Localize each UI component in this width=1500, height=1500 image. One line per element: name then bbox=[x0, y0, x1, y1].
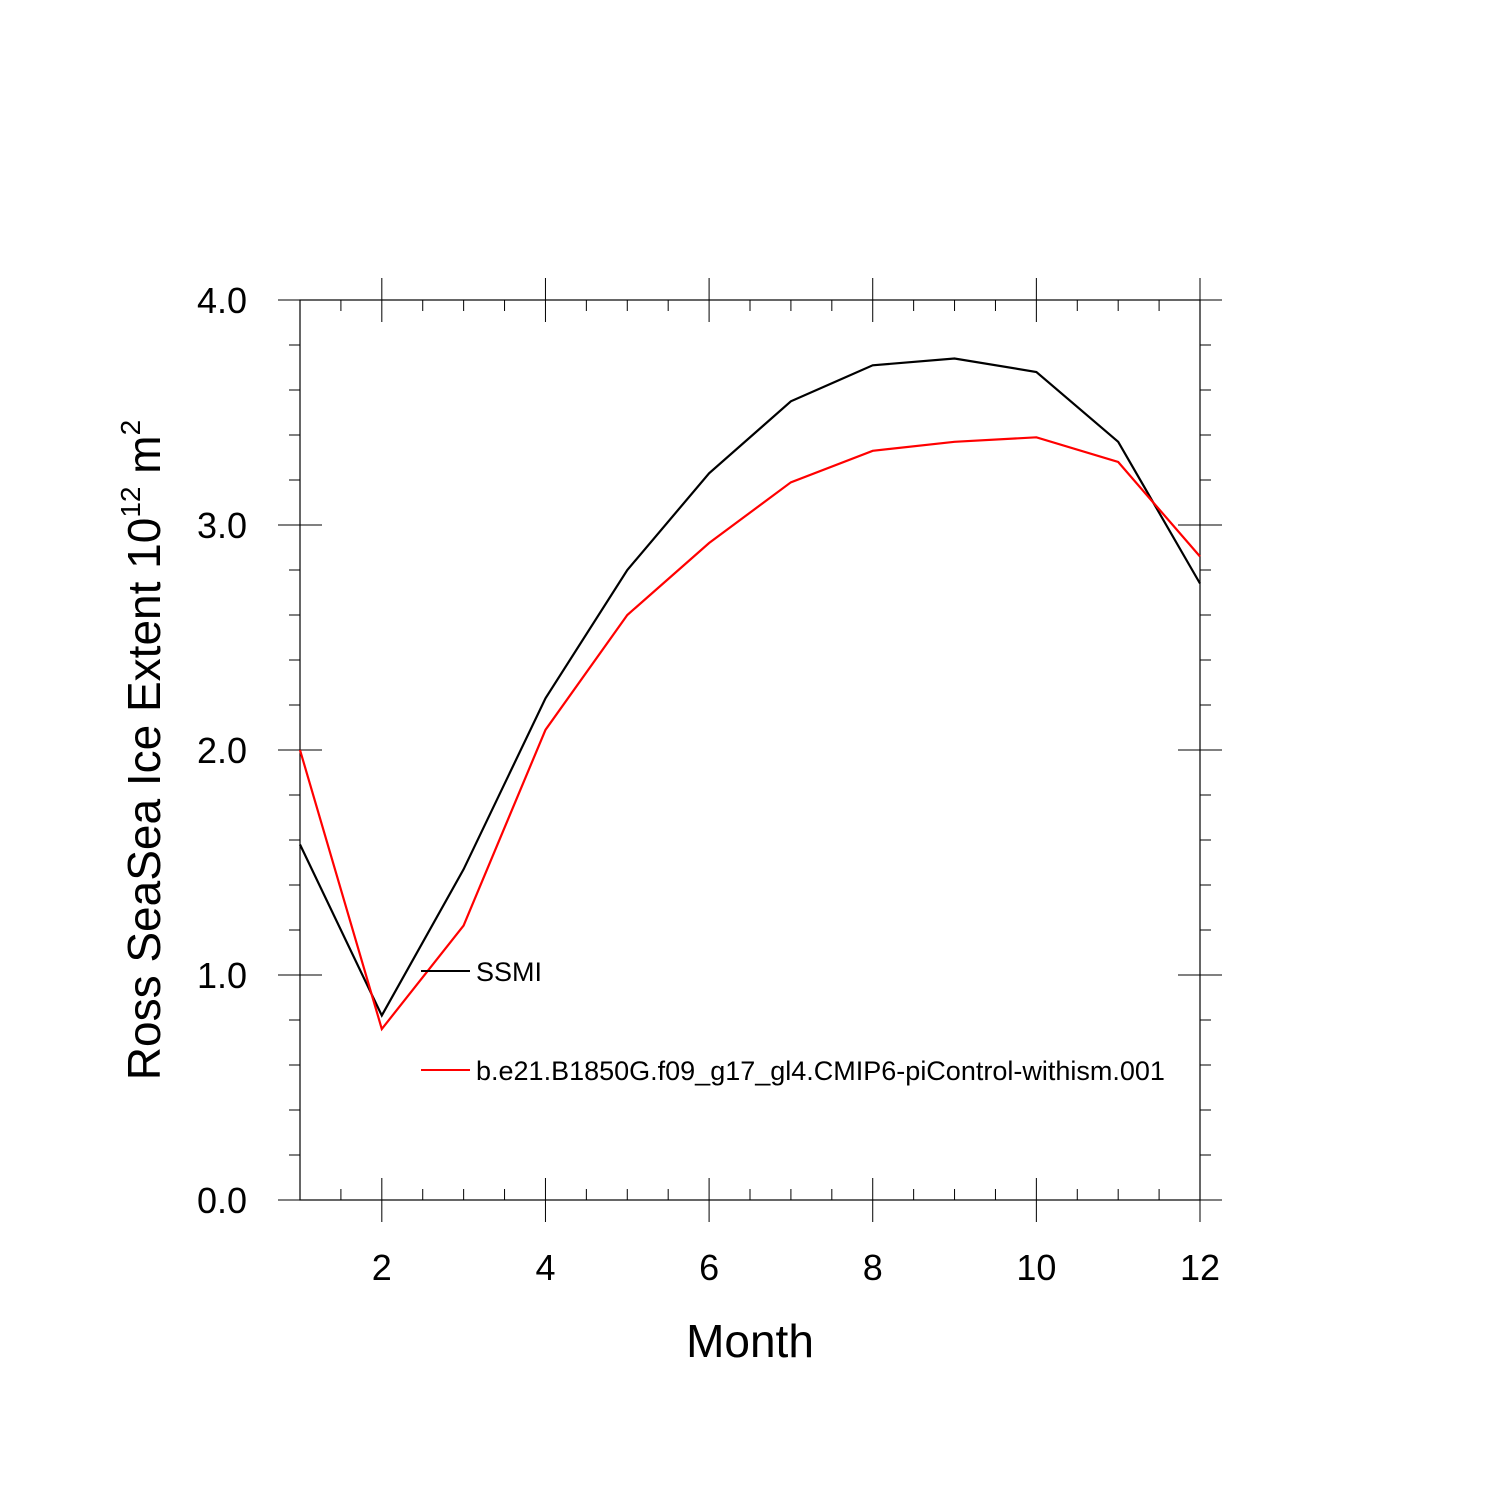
y-tick-label: 1.0 bbox=[197, 955, 247, 996]
y-tick-label: 3.0 bbox=[197, 505, 247, 546]
x-tick-label: 8 bbox=[863, 1247, 883, 1288]
y-axis-label-main: Ross SeaSea Ice Extent 10 bbox=[118, 518, 170, 1081]
legend-label-model: b.e21.B1850G.f09_g17_gl4.CMIP6-piControl… bbox=[476, 1056, 1165, 1086]
y-tick-label: 4.0 bbox=[197, 280, 247, 321]
y-axis-label-exponent: 12 bbox=[115, 486, 146, 517]
x-tick-labels: 2 4 6 8 10 12 bbox=[372, 1247, 1220, 1288]
y-axis-label-unit: m bbox=[118, 435, 170, 473]
x-tick-label: 12 bbox=[1180, 1247, 1220, 1288]
series-line-ssmi bbox=[299, 357, 1201, 1018]
minor-ticks bbox=[289, 300, 1211, 1200]
y-tick-labels: 0.0 1.0 2.0 3.0 4.0 bbox=[197, 280, 247, 1221]
y-axis-label-unit-exponent: 2 bbox=[115, 420, 146, 436]
series-lines bbox=[298, 357, 1201, 1032]
series-line-model bbox=[298, 436, 1201, 1032]
major-ticks bbox=[278, 278, 1222, 1222]
x-tick-label: 10 bbox=[1016, 1247, 1056, 1288]
x-tick-label: 4 bbox=[535, 1247, 555, 1288]
y-tick-label: 2.0 bbox=[197, 730, 247, 771]
legend-label-ssmi: SSMI bbox=[476, 957, 542, 987]
y-axis-label-spacer bbox=[118, 474, 170, 487]
x-tick-label: 2 bbox=[372, 1247, 392, 1288]
x-tick-label: 6 bbox=[699, 1247, 719, 1288]
x-axis-label: Month bbox=[686, 1315, 814, 1367]
y-axis-label: Ross SeaSea Ice Extent 1012 m2 bbox=[115, 420, 170, 1080]
legend: SSMI b.e21.B1850G.f09_g17_gl4.CMIP6-piCo… bbox=[421, 957, 1165, 1086]
y-tick-label: 0.0 bbox=[197, 1180, 247, 1221]
